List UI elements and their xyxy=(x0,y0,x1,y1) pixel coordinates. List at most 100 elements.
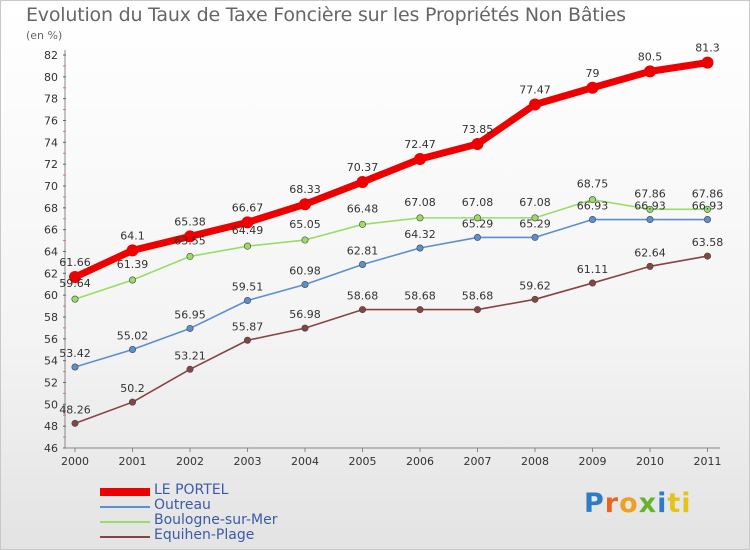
y-tick-label: 76 xyxy=(44,115,58,128)
data-label: 58.68 xyxy=(404,290,436,303)
x-tick-label: 2006 xyxy=(406,455,434,468)
y-tick-label: 80 xyxy=(44,71,58,84)
data-label: 67.08 xyxy=(404,196,436,209)
data-point xyxy=(588,279,596,287)
y-tick-label: 64 xyxy=(44,246,58,259)
data-point xyxy=(186,365,194,373)
y-tick-label: 74 xyxy=(44,136,58,149)
data-point xyxy=(588,196,596,204)
data-point xyxy=(69,271,81,284)
legend-swatch xyxy=(100,506,150,508)
x-tick-label: 2003 xyxy=(234,455,262,468)
data-point xyxy=(646,216,654,224)
data-point xyxy=(301,280,309,288)
data-label: 63.55 xyxy=(174,234,206,247)
y-tick-label: 52 xyxy=(44,377,58,390)
data-label: 62.64 xyxy=(634,246,666,259)
y-tick-label: 56 xyxy=(44,333,58,346)
chart-axes: 46 48 50 52 54 56 58 60 62 64 66 68 70 72 74 76 78 80 82 20… xyxy=(44,49,722,468)
data-label: 68.75 xyxy=(577,178,609,191)
y-tick-label: 68 xyxy=(44,202,58,215)
x-tick-label: 2007 xyxy=(464,455,492,468)
data-label: 56.95 xyxy=(174,308,206,321)
data-point xyxy=(416,214,424,222)
y-tick-label: 78 xyxy=(44,93,58,106)
data-point xyxy=(358,260,366,268)
data-label: 65.29 xyxy=(462,217,494,230)
data-point xyxy=(356,175,369,188)
data-point xyxy=(646,205,654,213)
data-label: 67.86 xyxy=(634,187,666,200)
data-label: 67.08 xyxy=(519,196,551,209)
data-label: 66.93 xyxy=(634,200,666,213)
data-point xyxy=(701,56,714,69)
data-label: 61.66 xyxy=(59,256,91,269)
y-tick-label: 50 xyxy=(44,398,58,411)
data-point xyxy=(471,137,484,150)
data-point xyxy=(358,306,366,314)
x-tick-label: 2009 xyxy=(579,455,607,468)
data-point xyxy=(473,214,481,222)
legend-label: LE PORTEL xyxy=(154,482,229,498)
data-label: 53.21 xyxy=(174,349,206,362)
y-tick-label: 62 xyxy=(44,267,58,280)
data-label: 65.38 xyxy=(174,215,206,228)
data-label: 81.3 xyxy=(695,42,720,55)
data-label: 66.93 xyxy=(577,200,609,213)
data-label: 64.32 xyxy=(404,228,436,241)
y-tick-label: 58 xyxy=(44,311,58,324)
data-label: 80.5 xyxy=(638,50,663,63)
data-label: 68.33 xyxy=(289,183,321,196)
data-point xyxy=(186,252,194,260)
data-label: 66.93 xyxy=(692,200,724,213)
data-label: 59.51 xyxy=(232,281,264,294)
data-label: 59.64 xyxy=(59,277,91,290)
data-label: 66.67 xyxy=(232,201,264,214)
data-label: 65.05 xyxy=(289,218,321,231)
data-point xyxy=(301,236,309,244)
data-point xyxy=(244,242,252,250)
data-label: 70.37 xyxy=(347,161,379,174)
x-tick-label: 2000 xyxy=(61,455,89,468)
legend-swatch xyxy=(100,536,150,538)
y-tick-label: 66 xyxy=(44,224,58,237)
data-point xyxy=(529,98,541,111)
series-line-le-portel xyxy=(73,59,709,281)
data-point xyxy=(244,297,252,305)
data-point xyxy=(416,244,424,252)
chart-series xyxy=(69,56,714,427)
chart-title: Evolution du Taux de Taxe Foncière sur l… xyxy=(26,4,626,26)
data-label: 72.47 xyxy=(404,138,436,151)
data-label: 64.49 xyxy=(232,224,264,237)
data-point xyxy=(184,230,196,243)
data-label: 60.98 xyxy=(289,264,321,277)
data-point xyxy=(703,216,711,224)
data-point xyxy=(473,306,481,314)
data-point xyxy=(531,295,539,303)
data-point xyxy=(71,363,79,371)
y-tick-label: 46 xyxy=(44,442,58,455)
data-label: 58.68 xyxy=(462,290,494,303)
x-tick-label: 2008 xyxy=(521,455,549,468)
x-tick-label: 2002 xyxy=(176,455,204,468)
x-tick-label: 2004 xyxy=(291,455,319,468)
legend-label: Boulogne-sur-Mer xyxy=(154,512,278,528)
data-label: 73.85 xyxy=(462,123,494,136)
y-tick-label: 54 xyxy=(44,355,58,368)
data-point xyxy=(644,65,656,78)
data-point xyxy=(416,306,424,314)
data-label: 63.58 xyxy=(692,236,724,249)
data-point xyxy=(244,336,252,344)
chart-data-labels: 48.26 50.2 53.21 55.87 56.98 58.68 58.68 58.68 5… xyxy=(59,42,723,417)
y-tick-label: 60 xyxy=(44,289,58,302)
data-label: 67.08 xyxy=(462,196,494,209)
data-label: 50.2 xyxy=(120,382,145,395)
x-tick-label: 2010 xyxy=(636,455,664,468)
data-point xyxy=(241,216,254,229)
data-label: 58.68 xyxy=(347,290,379,303)
data-label: 77.47 xyxy=(519,83,551,96)
legend-swatch xyxy=(100,488,150,496)
y-tick-label: 82 xyxy=(44,49,58,62)
